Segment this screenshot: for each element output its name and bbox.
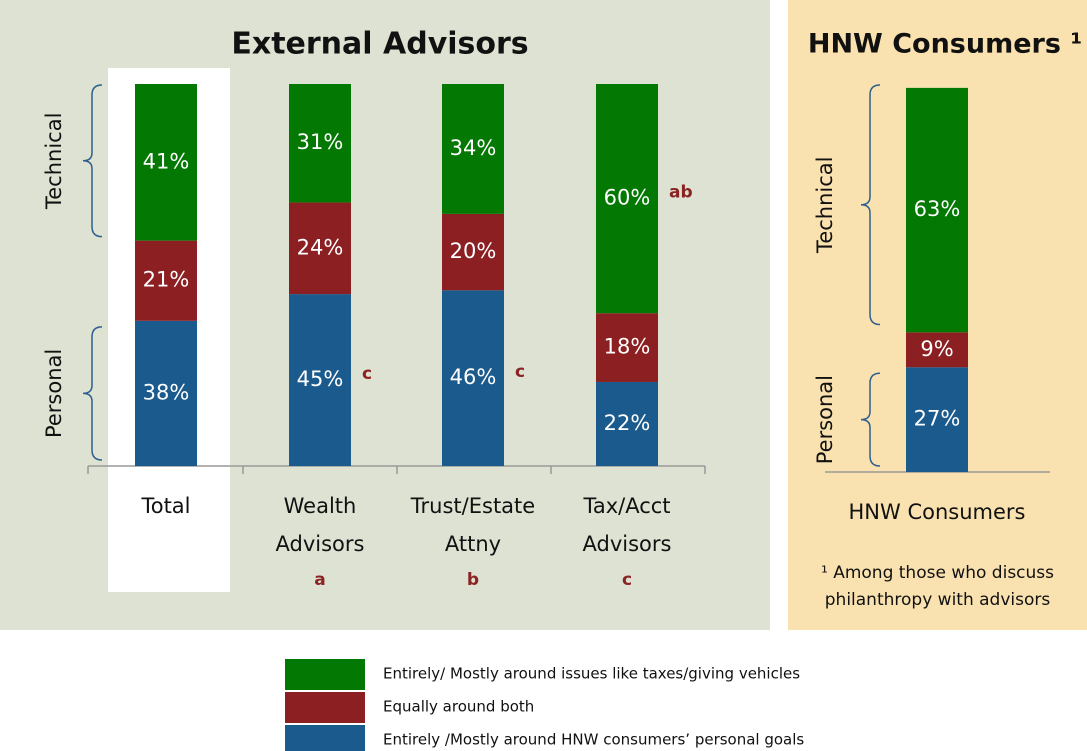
bracket [860, 372, 881, 467]
panel-title: HNW Consumers ¹ [808, 29, 1082, 60]
bar-segment [442, 290, 504, 466]
legend-label: Entirely/ Mostly around issues like taxe… [383, 665, 800, 683]
bar-segment [135, 240, 197, 321]
significance-letter: c [362, 364, 372, 384]
category-label: Total [141, 494, 191, 518]
data-label: 60% [604, 186, 651, 210]
bar-segment [906, 87, 968, 333]
bar-segment [442, 84, 504, 214]
legend-label: Equally around both [383, 698, 534, 716]
bracket [82, 84, 103, 238]
bar-segment [289, 84, 351, 203]
bar-segment [135, 320, 197, 466]
bar-segment [906, 367, 968, 472]
legend-label: Entirely /Mostly around HNW consumers’ p… [383, 731, 804, 749]
category-label: Trust/Estate Attny [410, 494, 536, 556]
bar-segment [596, 313, 658, 382]
data-label: 46% [450, 365, 497, 389]
bracket-label: Technical [42, 113, 66, 210]
bar-segment [596, 84, 658, 314]
data-label: 45% [297, 367, 344, 391]
bar-segment [596, 381, 658, 466]
bar-segment [906, 332, 968, 368]
significance-letter: c [515, 362, 525, 382]
bracket [82, 326, 103, 461]
legend-swatch [285, 692, 365, 723]
bar-segment [289, 294, 351, 466]
legend-swatch [285, 659, 365, 690]
footnote: ¹ Among those who discuss philanthropy w… [820, 563, 1055, 610]
data-label: 27% [914, 407, 961, 431]
group-letter: c [622, 570, 632, 590]
bracket-label: Personal [813, 375, 837, 464]
data-label: 9% [920, 337, 953, 361]
data-label: 31% [297, 130, 344, 154]
data-label: 20% [450, 239, 497, 263]
significance-letter: ab [669, 183, 693, 203]
bar-segment [289, 202, 351, 295]
category-label: HNW Consumers [848, 500, 1026, 524]
bracket [860, 84, 881, 326]
data-label: 63% [914, 197, 961, 221]
legend-swatch [285, 725, 365, 751]
data-label: 34% [450, 136, 497, 160]
panel-title: External Advisors [231, 27, 528, 62]
bar-segment [135, 84, 197, 241]
data-label: 38% [143, 380, 190, 404]
data-label: 21% [143, 268, 190, 292]
bar-segment [442, 213, 504, 291]
data-label: 24% [297, 235, 344, 259]
category-label: Wealth Advisors [275, 494, 365, 556]
data-label: 18% [604, 335, 651, 359]
category-label: Tax/Acct Advisors [582, 494, 672, 556]
bracket-label: Technical [813, 157, 837, 254]
group-letter: b [467, 570, 479, 590]
data-label: 41% [143, 149, 190, 173]
group-letter: a [314, 570, 325, 590]
data-label: 22% [604, 411, 651, 435]
bracket-label: Personal [42, 349, 66, 438]
